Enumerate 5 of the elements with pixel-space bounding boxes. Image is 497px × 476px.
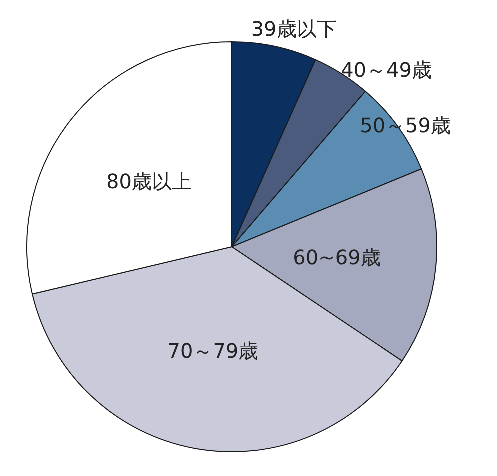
slice-label: 39歳以下: [251, 16, 337, 41]
slice-label: 60~69歳: [293, 246, 381, 270]
slice-label: 40～49歳: [341, 58, 432, 82]
slice-label: 80歳以上: [106, 170, 192, 194]
slice-label: 70～79歳: [168, 338, 259, 363]
